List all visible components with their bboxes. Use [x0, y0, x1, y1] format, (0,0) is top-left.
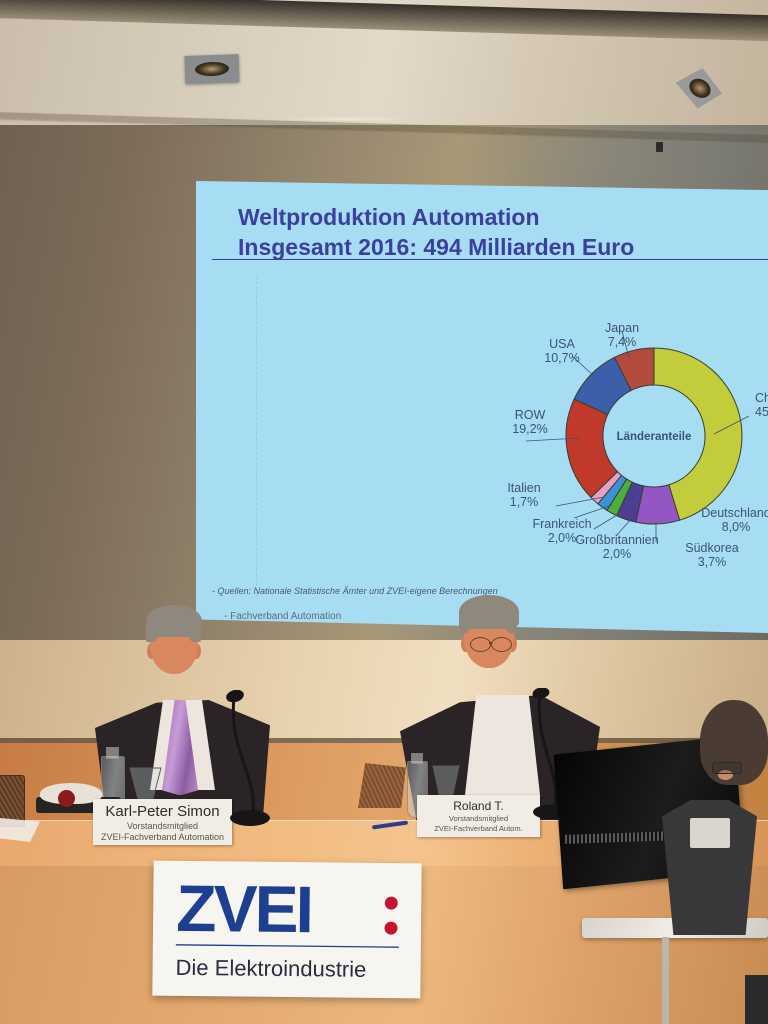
svg-text:ZVEI: ZVEI: [176, 871, 311, 946]
svg-text:Die Elektroindustrie: Die Elektroindustrie: [175, 955, 366, 982]
svg-text:Länderanteile: Länderanteile: [617, 431, 692, 443]
